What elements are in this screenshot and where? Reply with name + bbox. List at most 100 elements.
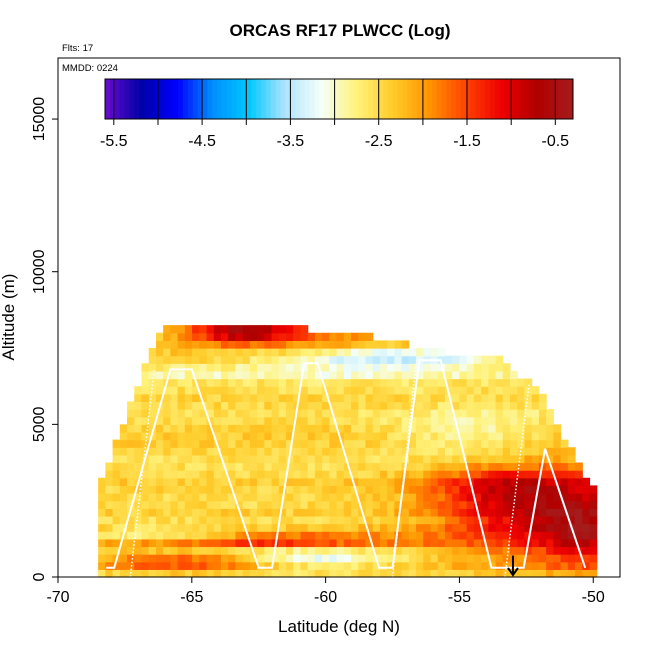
heatmap-cell [517,454,526,464]
heatmap-cell [394,393,403,403]
heatmap-cell [286,332,294,341]
heatmap-cell [437,462,446,471]
heatmap-cell [98,523,106,532]
heatmap-cell [408,424,417,433]
heatmap-cell [235,401,244,410]
heatmap-cell [257,439,265,448]
heatmap-cell [452,462,461,471]
heatmap-cell [264,515,273,525]
heatmap-cell [119,447,128,456]
heatmap-cell [264,386,273,395]
heatmap-cell [307,538,316,548]
heatmap-cell [452,515,461,525]
heatmap-cell [192,370,200,380]
heatmap-cell [408,508,417,517]
heatmap-cell [387,531,395,540]
heatmap-cell [510,523,518,532]
heatmap-cell [510,470,518,479]
heatmap-cell [300,500,309,509]
heatmap-cell [249,378,258,387]
heatmap-cell [387,424,395,433]
heatmap-cell [148,431,157,441]
heatmap-cell [444,515,453,525]
heatmap-cell [134,531,143,540]
heatmap-cell [379,401,388,410]
colorbar-segment [295,79,301,119]
heatmap-cell [220,431,229,441]
heatmap-cell [560,454,569,464]
heatmap-cell [343,401,352,410]
heatmap-cell [343,546,352,555]
heatmap-cell [235,500,244,509]
heatmap-cell [560,462,569,471]
heatmap-cell [184,493,193,502]
heatmap-cell [379,431,388,441]
heatmap-cell [271,523,280,532]
heatmap-cell [495,561,504,570]
heatmap-cell [249,325,258,334]
heatmap-cell [567,485,576,494]
heatmap-cell [372,462,381,471]
heatmap-cell [228,561,237,570]
heatmap-cell [300,454,309,464]
heatmap-cell [184,569,193,578]
heatmap-cell [199,454,208,464]
heatmap-cell [423,546,432,555]
heatmap-cell [372,493,381,502]
heatmap-cell [155,477,164,487]
heatmap-cell [257,363,265,372]
heatmap-cell [379,538,388,548]
heatmap-cell [379,393,388,403]
heatmap-cell [271,363,280,372]
heatmap-cell [155,363,164,372]
heatmap-cell [358,340,367,349]
heatmap-cell [141,431,150,441]
heatmap-cell [372,416,381,425]
heatmap-cell [105,462,114,471]
heatmap-cell [531,531,540,540]
heatmap-cell [286,546,294,555]
heatmap-cell [531,485,540,494]
heatmap-cell [524,424,533,433]
heatmap-cell [372,454,381,464]
heatmap-cell [567,531,576,540]
heatmap-cell [430,538,439,548]
colorbar-segment [163,79,169,119]
heatmap-cell [199,477,208,487]
heatmap-cell [531,462,540,471]
heatmap-cell [423,515,432,525]
heatmap-cell [488,515,497,525]
heatmap-cell [560,531,569,540]
heatmap-cell [98,531,106,540]
heatmap-cell [531,523,540,532]
colorbar-segment [519,79,525,119]
colorbar-segment [207,79,213,119]
heatmap-cell [430,454,439,464]
heatmap-cell [242,386,251,395]
heatmap-cell [567,462,576,471]
heatmap-cell [192,561,200,570]
heatmap-cell [343,363,352,372]
x-tick-label: -50 [582,589,605,606]
heatmap-cell [293,348,302,357]
heatmap-cell [488,485,497,494]
heatmap-cell [278,393,287,403]
heatmap-cell [235,523,244,532]
heatmap-cell [488,554,497,563]
heatmap-cell [452,546,461,555]
heatmap-cell [271,355,280,364]
heatmap-cell [524,546,533,555]
heatmap-cell [372,355,381,364]
heatmap-cell [459,409,468,418]
heatmap-cell [264,332,273,341]
colorbar-segment [397,79,403,119]
heatmap-cell [228,431,237,441]
heatmap-cell [112,485,121,494]
heatmap-cell [401,355,410,364]
heatmap-cell [387,401,395,410]
heatmap-cell [517,561,526,570]
heatmap-cell [466,485,475,494]
heatmap-cell [466,370,475,380]
heatmap-cell [459,538,468,548]
heatmap-cell [278,470,287,479]
